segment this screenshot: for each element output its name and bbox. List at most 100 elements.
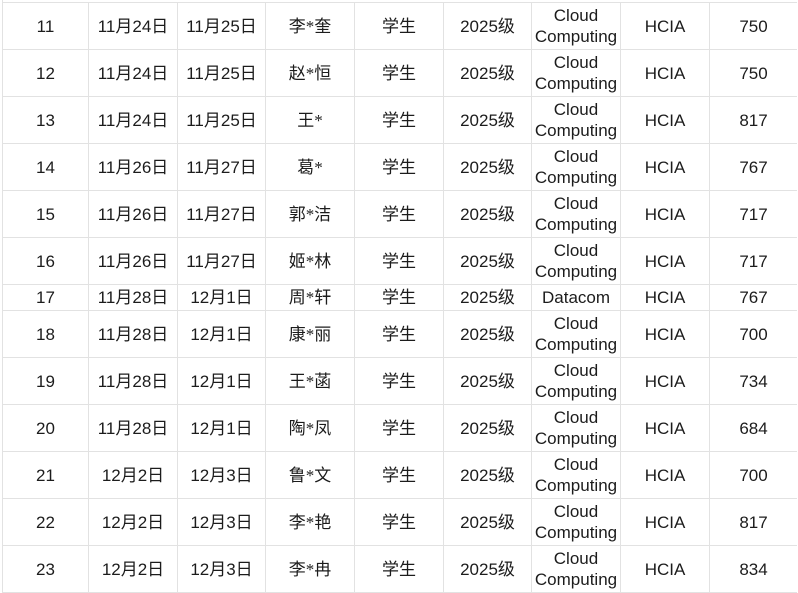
cell-start-date: 12月2日 [89, 499, 178, 545]
cell-score: 684 [739, 418, 768, 438]
cell-cert-level: HCIA [621, 3, 710, 49]
cell-cert-level: HCIA [621, 50, 710, 96]
cell-end-date: 12月1日 [178, 405, 266, 451]
cell-course: Cloud Computing [532, 50, 621, 96]
cell-grade: 2025级 [444, 405, 532, 451]
cell-student-name: 姬*林 [266, 238, 355, 284]
table-row: 12 11月24日 11月25日 赵*恒 学生 2025级 Cloud Comp… [3, 50, 797, 97]
cell-course: Cloud Computing [532, 452, 621, 498]
cell-identity: 学生 [355, 144, 444, 190]
cell-start-date: 11月26日 [89, 144, 178, 190]
table-row: 23 12月2日 12月3日 李*冉 学生 2025级 Cloud Comput… [3, 546, 797, 593]
cell-course: Cloud Computing [532, 238, 621, 284]
cell-cert-level: HCIA [621, 191, 710, 237]
cell-cert-level: HCIA [621, 452, 710, 498]
cell-start-date: 11月24日 [89, 3, 178, 49]
cell-grade: 2025级 [444, 285, 532, 310]
cell-score: 750 [739, 16, 768, 36]
cell-serial-number: 11 [3, 3, 89, 49]
cell-student-name: 周*轩 [266, 285, 355, 310]
cell-grade: 2025级 [444, 358, 532, 404]
cell-start-date: 11月28日 [89, 311, 178, 357]
cell-end-date: 11月27日 [178, 191, 266, 237]
cell-student-name: 李*艳 [266, 499, 355, 545]
cell-score: 750 [739, 63, 768, 83]
cell-identity: 学生 [355, 191, 444, 237]
cell-course: Cloud Computing [532, 97, 621, 143]
table-row: 11 11月24日 11月25日 李*奎 学生 2025级 Cloud Comp… [3, 3, 797, 50]
cell-course: Cloud Computing [532, 144, 621, 190]
cell-serial-number: 18 [3, 311, 89, 357]
cell-serial-number: 12 [3, 50, 89, 96]
table-row: 17 11月28日 12月1日 周*轩 学生 2025级 Datacom HCI… [3, 285, 797, 311]
cell-student-name: 李*冉 [266, 546, 355, 592]
cell-student-name: 李*奎 [266, 3, 355, 49]
cell-serial-number: 23 [3, 546, 89, 592]
cell-grade: 2025级 [444, 499, 532, 545]
cell-cert-level: HCIA [621, 546, 710, 592]
cell-serial-number: 14 [3, 144, 89, 190]
cell-end-date: 12月3日 [178, 499, 266, 545]
cell-grade: 2025级 [444, 144, 532, 190]
cell-score: 834 [739, 559, 768, 579]
cell-student-name: 赵*恒 [266, 50, 355, 96]
cell-start-date: 11月28日 [89, 405, 178, 451]
cell-identity: 学生 [355, 50, 444, 96]
cell-score: 817 [739, 512, 768, 532]
cell-course: Cloud Computing [532, 499, 621, 545]
table-row: 19 11月28日 12月1日 王*菡 学生 2025级 Cloud Compu… [3, 358, 797, 405]
cell-cert-level: HCIA [621, 405, 710, 451]
cell-cert-level: HCIA [621, 311, 710, 357]
cell-student-name: 陶*凤 [266, 405, 355, 451]
cell-score: 734 [739, 371, 768, 391]
cell-identity: 学生 [355, 238, 444, 284]
cell-grade: 2025级 [444, 452, 532, 498]
table-row: 13 11月24日 11月25日 王* 学生 2025级 Cloud Compu… [3, 97, 797, 144]
table-row: 20 11月28日 12月1日 陶*凤 学生 2025级 Cloud Compu… [3, 405, 797, 452]
cell-end-date: 12月3日 [178, 546, 266, 592]
cell-course: Cloud Computing [532, 546, 621, 592]
cell-score: 700 [739, 465, 768, 485]
cell-end-date: 11月25日 [178, 97, 266, 143]
table-row: 14 11月26日 11月27日 葛* 学生 2025级 Cloud Compu… [3, 144, 797, 191]
cell-identity: 学生 [355, 97, 444, 143]
cell-student-name: 王*菡 [266, 358, 355, 404]
cell-end-date: 12月1日 [178, 311, 266, 357]
cell-score: 767 [739, 157, 768, 177]
cell-cert-level: HCIA [621, 499, 710, 545]
cell-cert-level: HCIA [621, 238, 710, 284]
cell-identity: 学生 [355, 311, 444, 357]
cell-cert-level: HCIA [621, 144, 710, 190]
cell-course: Datacom [532, 285, 621, 310]
cell-grade: 2025级 [444, 238, 532, 284]
table-body: 11 11月24日 11月25日 李*奎 学生 2025级 Cloud Comp… [3, 3, 797, 593]
table-row: 21 12月2日 12月3日 鲁*文 学生 2025级 Cloud Comput… [3, 452, 797, 499]
cell-score: 700 [739, 324, 768, 344]
cell-end-date: 11月25日 [178, 3, 266, 49]
cell-identity: 学生 [355, 405, 444, 451]
cell-student-name: 鲁*文 [266, 452, 355, 498]
cell-serial-number: 16 [3, 238, 89, 284]
cell-serial-number: 22 [3, 499, 89, 545]
cell-identity: 学生 [355, 285, 444, 310]
clipped-previous-row [3, 0, 797, 3]
cell-score: 767 [739, 288, 768, 307]
cell-serial-number: 13 [3, 97, 89, 143]
cell-student-name: 葛* [266, 144, 355, 190]
cell-start-date: 11月26日 [89, 238, 178, 284]
cell-grade: 2025级 [444, 97, 532, 143]
cell-identity: 学生 [355, 3, 444, 49]
cell-score: 717 [739, 204, 768, 224]
cell-serial-number: 19 [3, 358, 89, 404]
cell-score: 817 [739, 110, 768, 130]
cell-start-date: 11月28日 [89, 285, 178, 310]
cell-start-date: 11月24日 [89, 97, 178, 143]
cell-cert-level: HCIA [621, 358, 710, 404]
table-row: 15 11月26日 11月27日 郭*洁 学生 2025级 Cloud Comp… [3, 191, 797, 238]
cell-start-date: 12月2日 [89, 452, 178, 498]
cell-serial-number: 15 [3, 191, 89, 237]
cell-course: Cloud Computing [532, 191, 621, 237]
cell-grade: 2025级 [444, 191, 532, 237]
cell-start-date: 12月2日 [89, 546, 178, 592]
